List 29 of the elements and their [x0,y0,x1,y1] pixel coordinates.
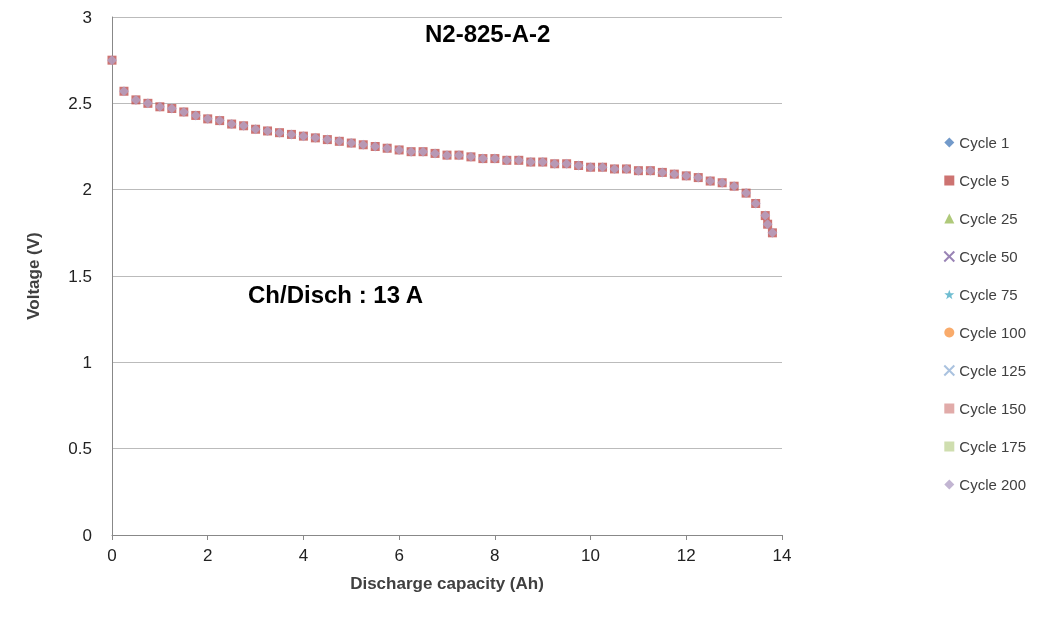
legend-label: Cycle 1 [959,134,1010,151]
legend-label: Cycle 5 [959,172,1010,189]
legend-label: Cycle 75 [959,286,1018,303]
x-tick-label: 2 [202,546,213,565]
x-tick-label: 4 [298,546,309,565]
x-tick-label: 14 [772,546,792,565]
legend-label: Cycle 200 [959,476,1026,493]
y-tick-label: 1 [82,352,92,372]
x-tick-label: 12 [676,546,696,565]
y-tick-label: 0 [82,525,92,545]
legend-label: Cycle 25 [959,210,1018,227]
annotation: Ch/Disch : 13 A [248,280,424,308]
x-tick-label: 6 [394,546,404,565]
y-tick-label: 0.5 [68,439,92,459]
y-tick-label: 2 [82,180,92,200]
y-tick-label: 3 [82,7,92,27]
legend-label: Cycle 50 [959,248,1018,265]
legend-label: Cycle 100 [959,324,1026,341]
x-tick-label: 0 [107,546,117,565]
legend-label: Cycle 175 [959,438,1026,455]
chart-title: N2-825-A-2 [425,19,551,47]
x-tick-label: 8 [490,546,500,565]
y-axis-title: Voltage (V) [24,232,43,320]
legend-label: Cycle 125 [959,362,1026,379]
y-tick-label: 2.5 [68,93,92,113]
y-tick-label: 1.5 [68,266,92,286]
x-tick-label: 10 [581,546,601,565]
x-axis-title: Discharge capacity (Ah) [350,574,544,593]
legend-label: Cycle 150 [959,400,1026,417]
